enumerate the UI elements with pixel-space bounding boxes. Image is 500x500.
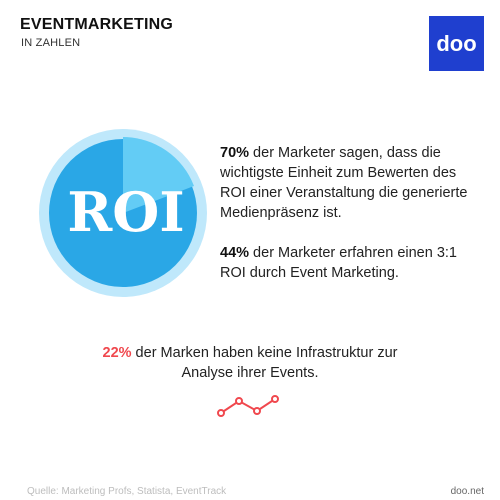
stat-text: der Marketer erfahren einen 3:1 ROI durc…	[220, 245, 457, 281]
stat-text: der Marken haben keine Infrastruktur zur…	[131, 345, 398, 381]
stat-text: der Marketer sagen, dass die wichtigste …	[220, 145, 468, 221]
roi-label: ROI	[67, 180, 184, 244]
logo-text: doo	[436, 30, 477, 56]
stat-value: 44%	[220, 245, 250, 261]
roi-pie-icon: ROI	[39, 129, 207, 297]
stat-item: 44% der Marketer erfahren einen 3:1 ROI …	[220, 243, 480, 283]
footer: Quelle: Marketing Profs, Statista, Event…	[0, 484, 500, 500]
source-text: Quelle: Marketing Profs, Statista, Event…	[27, 486, 227, 497]
page-subtitle: IN ZAHLEN	[21, 37, 81, 49]
trend-line-icon	[217, 395, 279, 417]
pie-slice	[123, 137, 194, 213]
site-link[interactable]: doo.net	[450, 486, 484, 497]
stat-value: 70%	[220, 145, 250, 161]
page-title: EVENTMARKETING	[20, 16, 174, 33]
stat-item: 22% der Marken haben keine Infrastruktur…	[100, 343, 400, 383]
stat-item: 70% der Marketer sagen, dass die wichtig…	[220, 143, 480, 223]
stat-value: 22%	[102, 345, 132, 361]
doo-logo[interactable]: doo	[429, 16, 484, 71]
